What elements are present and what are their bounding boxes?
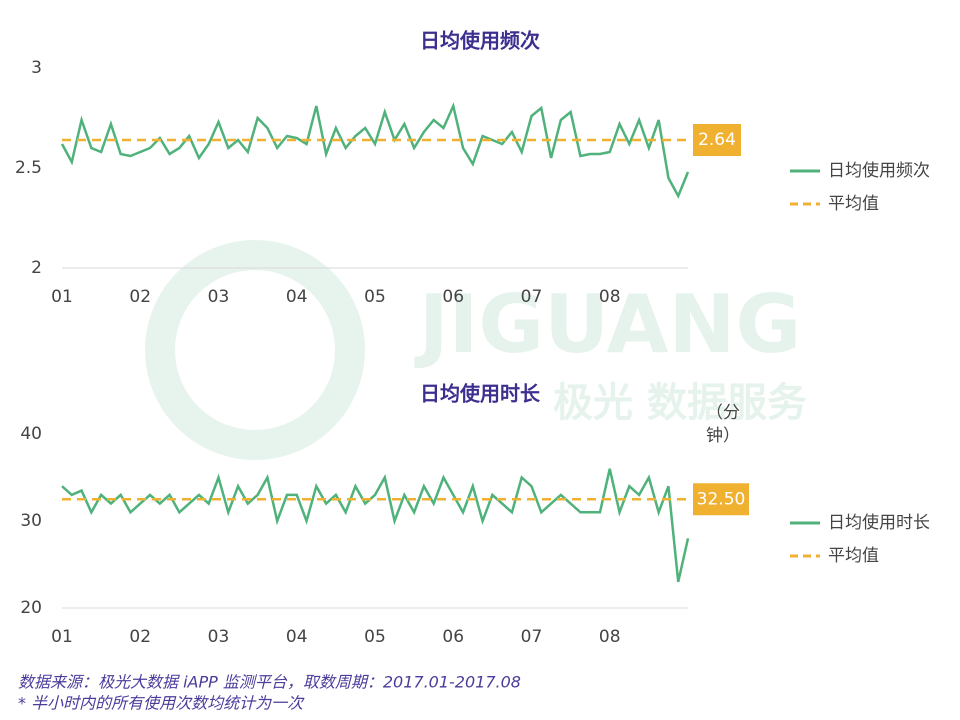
average-label: 2.64 (698, 130, 736, 150)
x-tick-label: 03 (208, 287, 230, 307)
x-tick-label: 01 (51, 627, 73, 647)
y-tick-label: 3 (31, 58, 42, 78)
watermark-logo (145, 240, 365, 460)
y-tick-label: 30 (20, 511, 42, 531)
y-tick-label: 2.5 (15, 158, 42, 178)
average-label: 32.50 (697, 489, 746, 509)
y-tick-label: 40 (20, 424, 42, 444)
x-tick-label: 01 (51, 287, 73, 307)
x-tick-label: 02 (129, 627, 151, 647)
unit-label: （分钟） (706, 403, 740, 446)
watermark: JIGUANG 极光 数据服务 (145, 240, 807, 460)
x-tick-label: 04 (286, 627, 308, 647)
y-tick-label: 20 (20, 598, 42, 618)
x-tick-label: 08 (599, 627, 621, 647)
x-tick-label: 02 (129, 287, 151, 307)
legend-label: 日均使用频次 (828, 160, 930, 181)
x-tick-label: 05 (364, 627, 386, 647)
x-tick-label: 05 (364, 287, 386, 307)
x-tick-label: 06 (442, 287, 464, 307)
legend-label: 平均值 (828, 546, 879, 566)
chart-title: 日均使用频次 (420, 29, 540, 53)
y-tick-label: 2 (31, 258, 42, 278)
x-tick-label: 07 (521, 627, 543, 647)
source-note: 数据来源：极光大数据 iAPP 监测平台，取数周期：2017.01-2017.0… (18, 673, 521, 692)
watermark-brand: JIGUANG (414, 278, 801, 371)
chart-title: 日均使用时长 (420, 382, 541, 406)
x-tick-label: 04 (286, 287, 308, 307)
x-tick-label: 08 (599, 287, 621, 307)
series-line (61, 468, 690, 583)
series-line (60, 102, 690, 199)
average-box (693, 124, 741, 156)
footnote: * 半小时内的所有使用次数均统计为一次 (18, 694, 305, 713)
legend-label: 日均使用时长 (828, 512, 930, 533)
x-tick-label: 03 (208, 627, 230, 647)
x-tick-label: 06 (442, 627, 464, 647)
watermark-subtitle: 极光 数据服务 (553, 380, 807, 426)
average-box (693, 483, 749, 516)
x-tick-label: 07 (521, 287, 543, 307)
legend-label: 平均值 (828, 194, 879, 214)
